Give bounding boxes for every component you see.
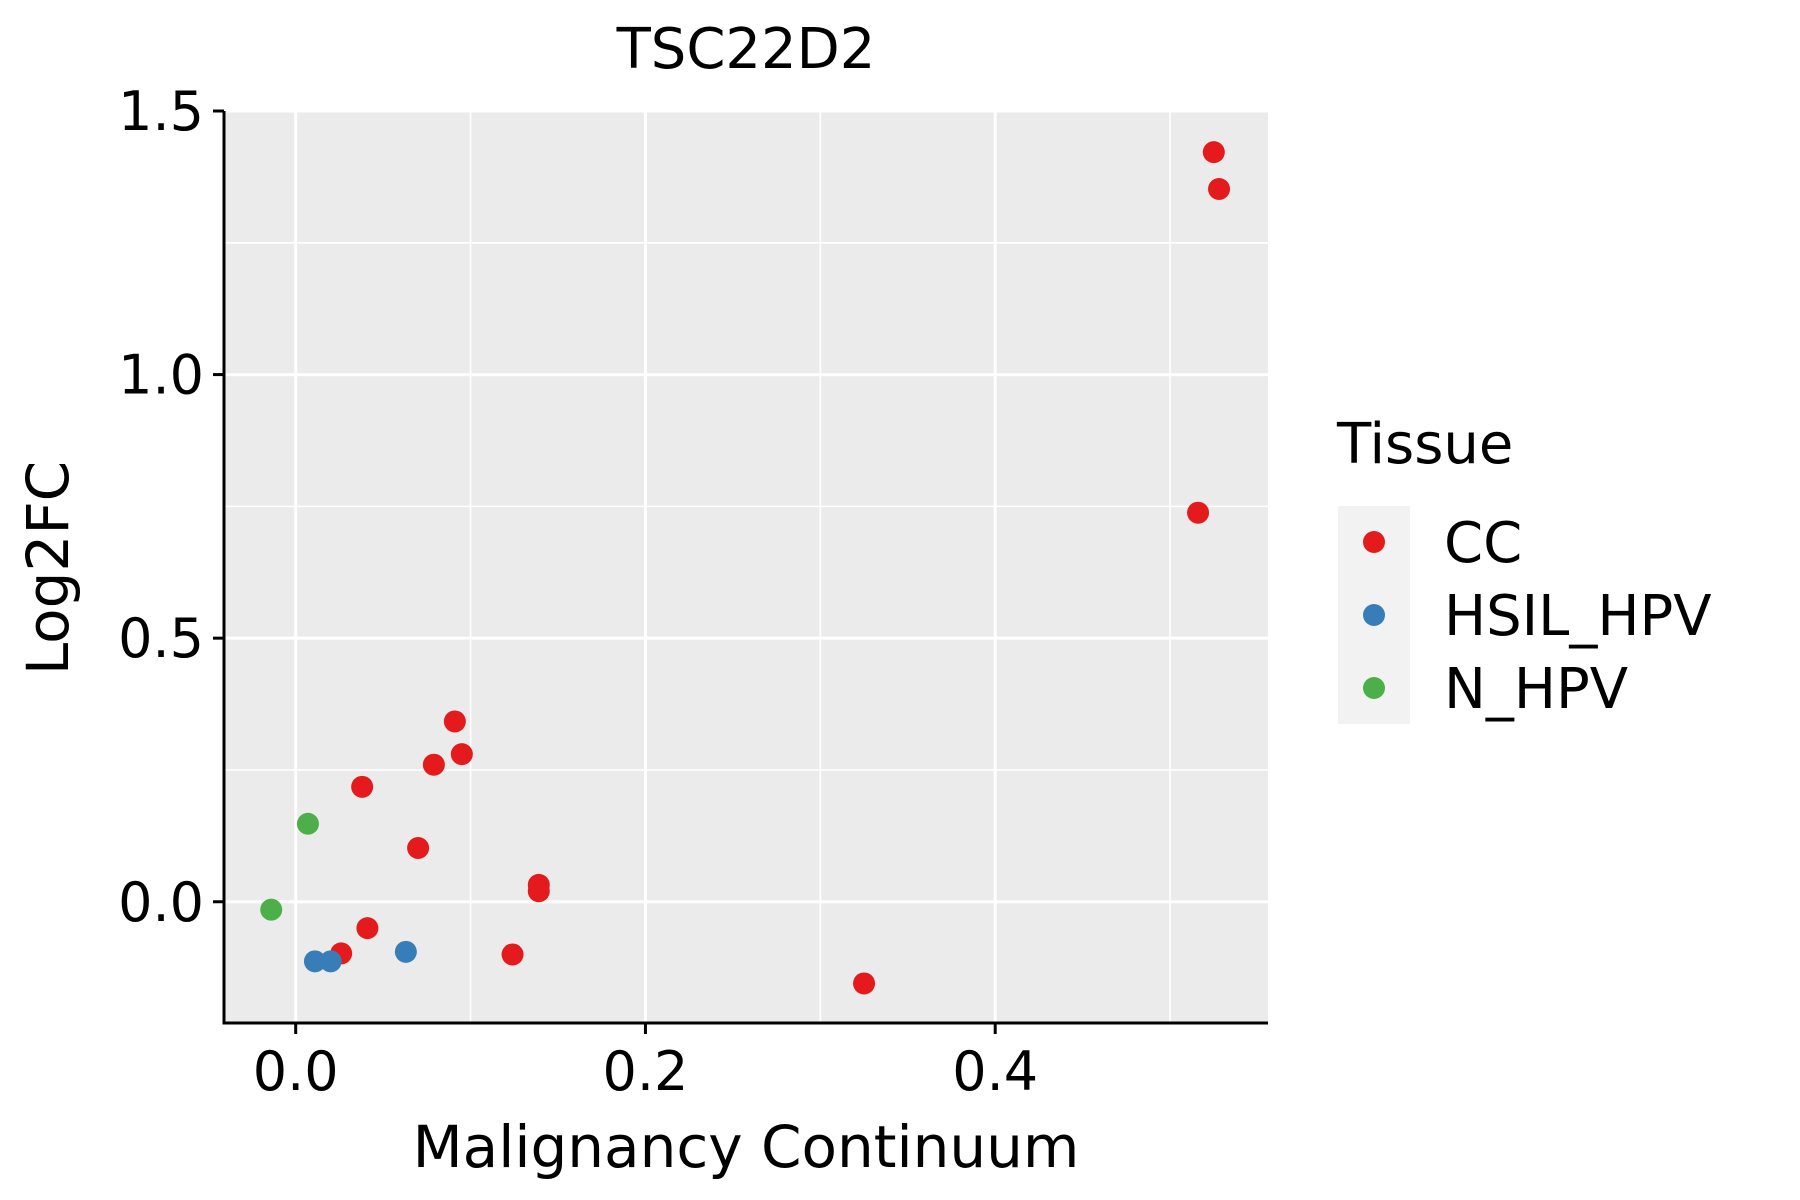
data-point-cc: [422, 753, 445, 776]
legend-entry-hsil-hpv: HSIL_HPV: [1363, 584, 1712, 649]
data-point-cc: [501, 943, 524, 966]
legend-entry-cc: CC: [1363, 511, 1522, 576]
x-axis-ticks: 0.0 0.2 0.4: [253, 1023, 1038, 1103]
x-tick-label: 0.4: [952, 1040, 1038, 1103]
data-point-cc: [407, 836, 430, 859]
legend-entry-n-hpv: N_HPV: [1363, 657, 1628, 722]
legend-title: Tissue: [1336, 412, 1513, 477]
legend-key-hsil-hpv: [1363, 604, 1385, 626]
data-point-n-hpv: [296, 812, 319, 835]
y-tick-label: 0.0: [118, 871, 204, 934]
legend-key-n-hpv: [1363, 677, 1385, 699]
y-tick-label: 1.0: [118, 344, 204, 407]
legend-label-n-hpv: N_HPV: [1444, 657, 1628, 722]
x-tick-label: 0.2: [603, 1040, 689, 1103]
data-point-cc: [527, 880, 550, 903]
data-point-cc: [1208, 178, 1231, 201]
data-point-cc: [356, 917, 379, 940]
data-point-cc: [1187, 501, 1210, 524]
data-point-cc: [443, 710, 466, 733]
legend: Tissue CC HSIL_HPV N_HPV: [1336, 412, 1712, 724]
x-axis-title: Malignancy Continuum: [413, 1113, 1080, 1181]
y-axis-title: Log2FC: [14, 461, 82, 675]
data-point-cc: [351, 775, 374, 798]
y-tick-label: 0.5: [118, 607, 204, 670]
y-tick-label: 1.5: [118, 80, 204, 143]
data-point-cc: [1202, 141, 1225, 164]
legend-label-cc: CC: [1444, 511, 1522, 576]
x-tick-label: 0.0: [253, 1040, 339, 1103]
legend-label-hsil-hpv: HSIL_HPV: [1444, 584, 1712, 649]
plot-panel: [224, 111, 1268, 1023]
legend-key-cc: [1363, 531, 1385, 553]
grid-major: [224, 109, 1268, 1023]
data-point-cc: [853, 972, 876, 995]
data-point-cc: [450, 743, 473, 766]
data-point-hsil-hpv: [394, 940, 417, 963]
data-point-hsil-hpv: [319, 950, 342, 973]
y-axis-ticks: 0.0 0.5 1.0 1.5: [118, 80, 224, 934]
data-points: [260, 141, 1231, 995]
data-point-n-hpv: [260, 898, 283, 921]
chart-title: TSC22D2: [616, 17, 876, 82]
grid-minor: [224, 111, 1268, 1023]
data-point-hsil-hpv: [303, 950, 326, 973]
